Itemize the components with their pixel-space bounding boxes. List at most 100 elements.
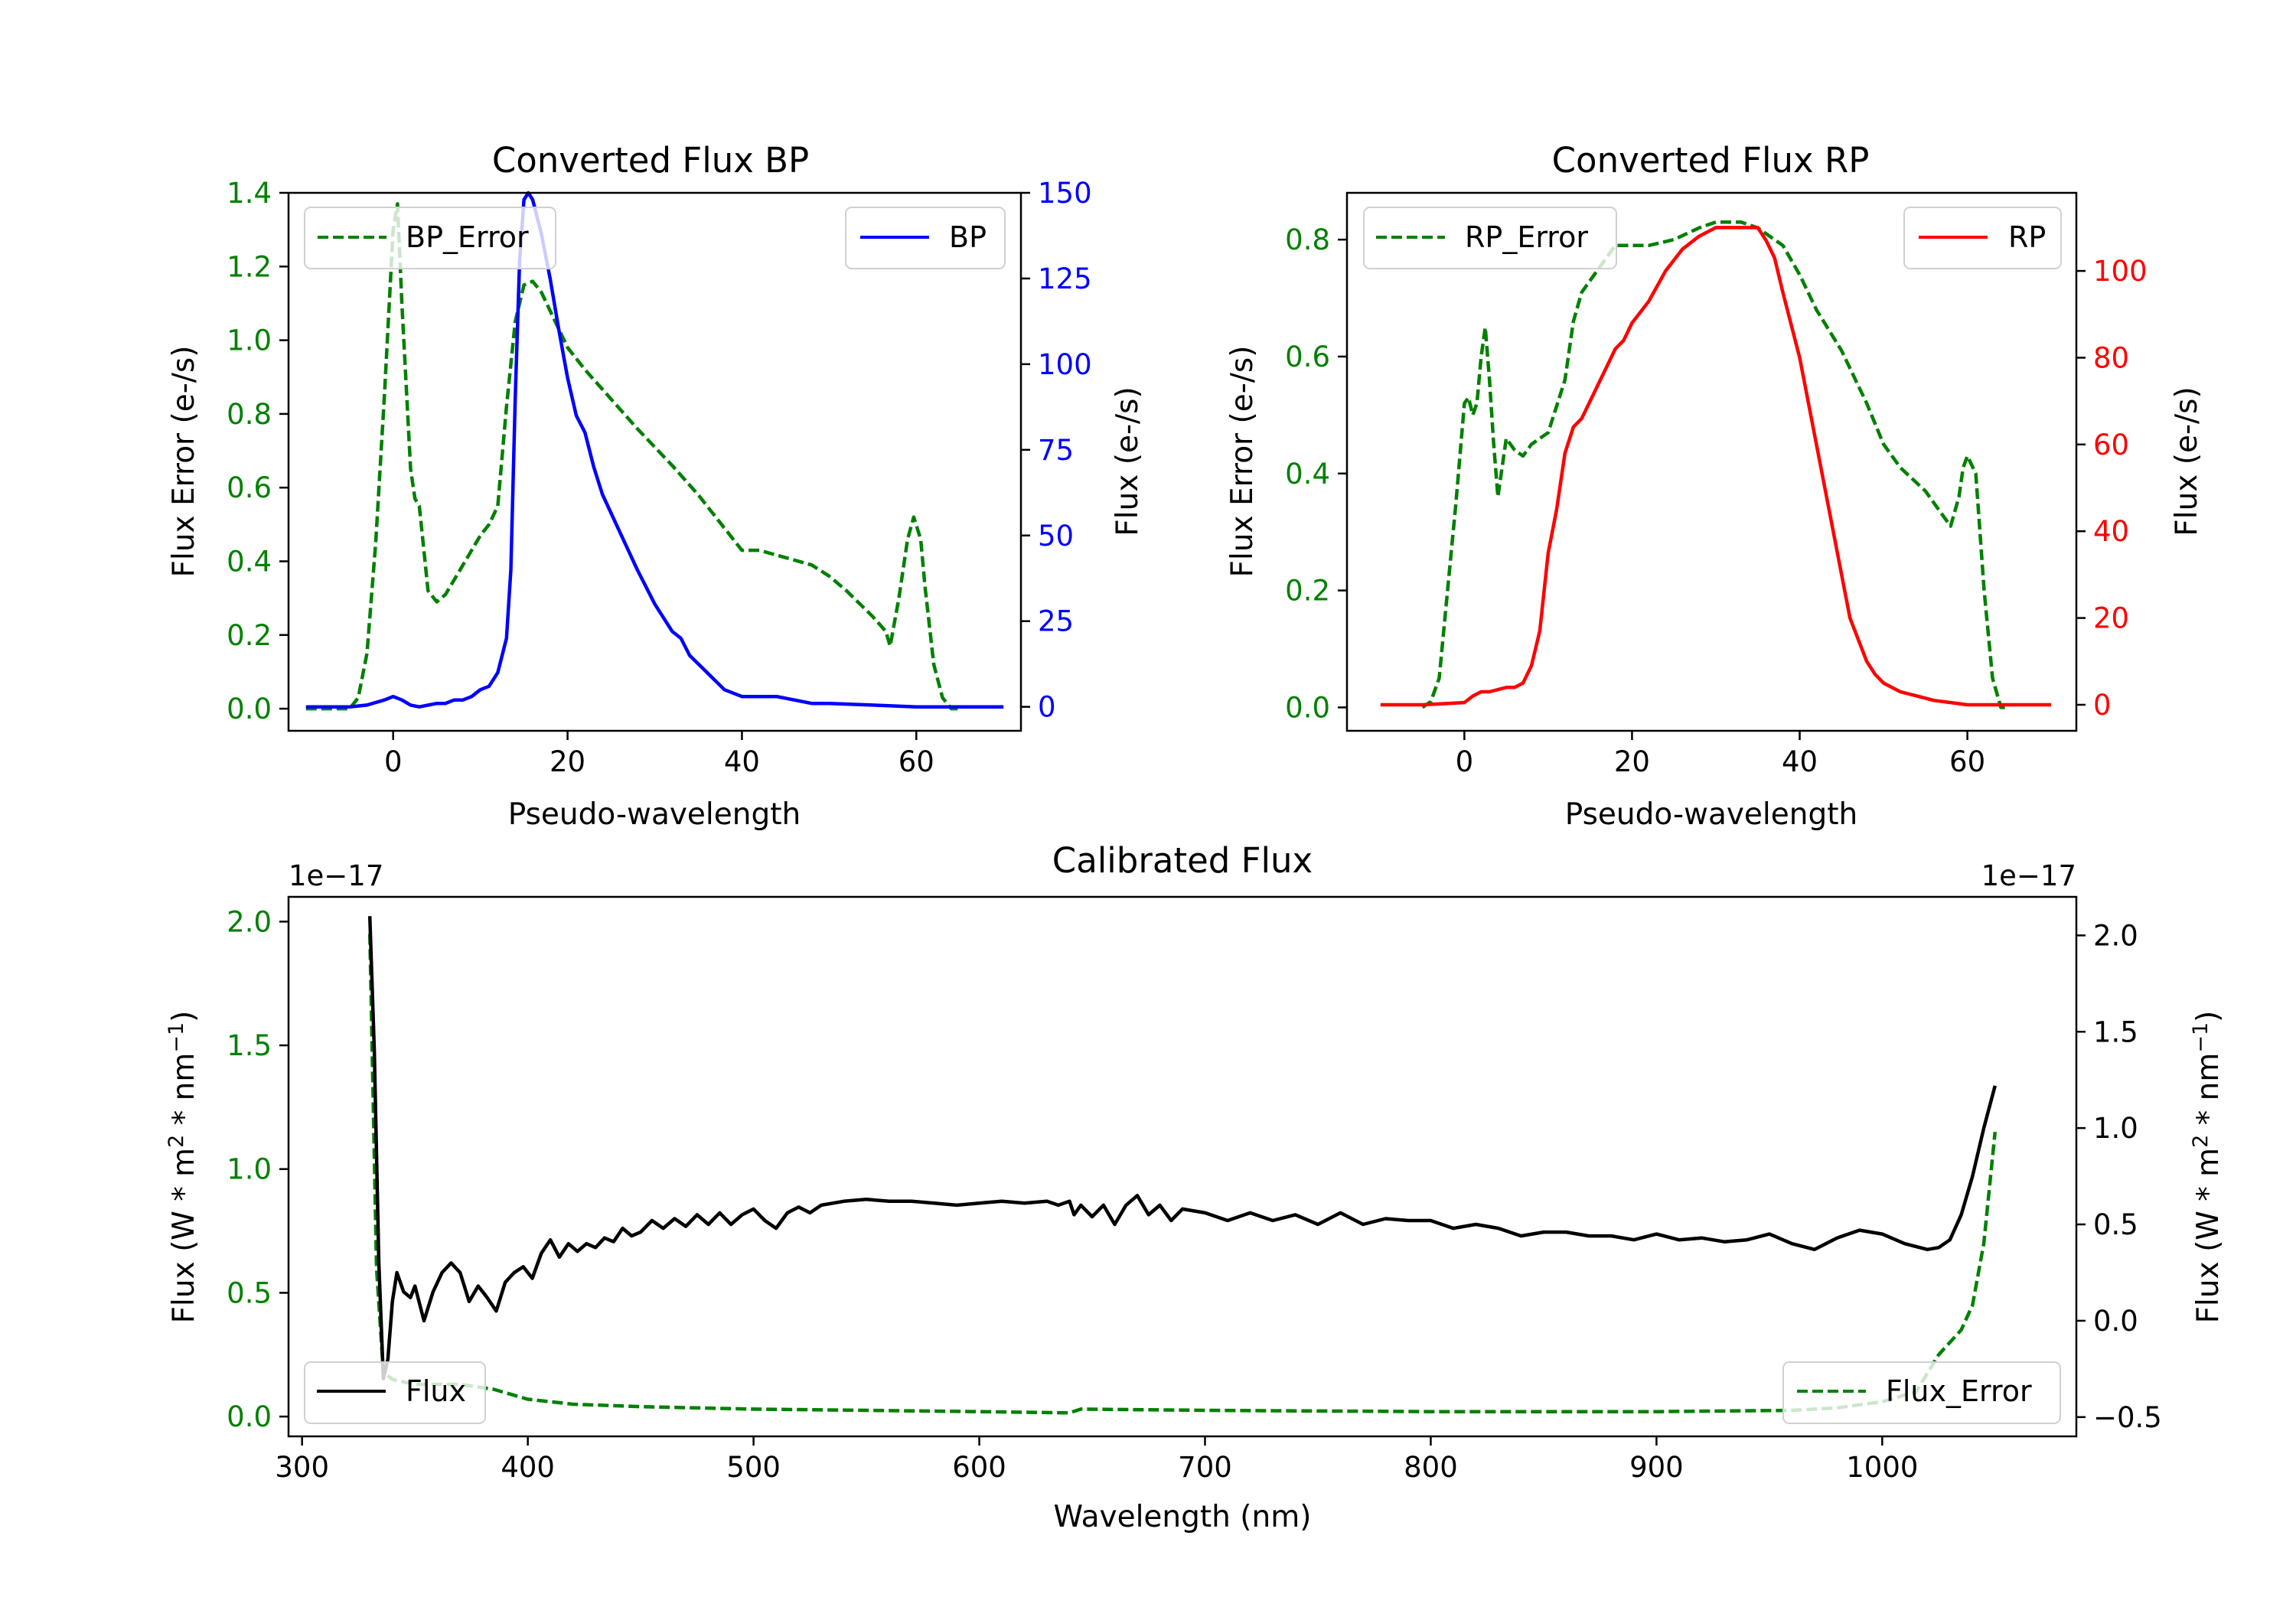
bp-left-tick-label: 0.2 [227, 619, 272, 652]
cal-left-tick-label: 1.5 [227, 1029, 272, 1062]
bp-left-ticks: 0.0 0.2 0.4 0.6 0.8 1.0 1.2 1.4 [227, 177, 289, 725]
rp-right-tick-label: 60 [2093, 429, 2129, 461]
cal-series-flux [367, 916, 1997, 1380]
rp-series-rp-error [1421, 220, 2010, 709]
calibrated-title: Calibrated Flux [1052, 840, 1313, 881]
bp-right-axis-label: Flux (e-/s) [1110, 386, 1145, 536]
cal-x-tick-label: 400 [501, 1451, 555, 1484]
flux-legend: Flux [304, 1361, 486, 1424]
rp-plot-area [1380, 220, 2052, 709]
cal-x-tick-label: 800 [1404, 1451, 1458, 1484]
calibrated-right-axis-label-mid: * nm [2191, 1053, 2226, 1135]
calibrated-panel: Calibrated Flux 300 400 500 600 700 800 900 100… [165, 840, 2226, 1534]
rp-left-tick-label: 0.4 [1285, 458, 1330, 491]
rp-right-tick-label: 80 [2093, 341, 2129, 374]
rp-left-ticks: 0.0 0.2 0.4 0.6 0.8 [1285, 223, 1347, 724]
calibrated-left-axis-label: Flux (W * m2 * nm−1) [165, 1011, 201, 1324]
rp-right-ticks: 0 20 40 60 80 100 [2076, 255, 2148, 722]
rp-axes-frame [1345, 191, 2078, 732]
bp-left-tick-label: 0.6 [227, 471, 272, 504]
bp-right-tick-label: 125 [1038, 262, 1092, 295]
bp-right-tick-label: 75 [1038, 434, 1074, 467]
rp-series-rp [1380, 226, 2052, 707]
bp-plot-area [305, 191, 1004, 711]
rp-left-tick-label: 0.2 [1285, 575, 1330, 608]
bp-x-axis-label: Pseudo-wavelength [508, 797, 801, 832]
rp-right-tick-label: 0 [2093, 689, 2112, 722]
cal-right-tick-label: 1.0 [2093, 1112, 2138, 1145]
rp-x-tick-label: 0 [1456, 745, 1474, 778]
rp-left-tick-label: 0.8 [1285, 223, 1330, 256]
bp-left-tick-label: 1.2 [227, 250, 272, 283]
cal-left-tick-label: 1.0 [227, 1153, 272, 1186]
rp-x-ticks: 0 20 40 60 [1456, 731, 1985, 778]
bp-right-ticks: 0 25 50 75 100 125 150 [1021, 177, 1092, 724]
rp-legend: RP [1903, 207, 2062, 269]
rp-left-axis-label: Flux Error (e-/s) [1225, 346, 1260, 578]
flux-error-legend: Flux_Error [1782, 1361, 2061, 1424]
cal-right-tick-label: 1.5 [2093, 1015, 2138, 1048]
bp-x-tick-label: 0 [384, 745, 403, 778]
rp-x-tick-label: 60 [1949, 745, 1985, 778]
calibrated-x-ticks: 300 400 500 600 700 800 900 1000 [275, 1436, 1918, 1484]
calibrated-left-axis-label-main: Flux (W * m [167, 1148, 201, 1324]
cal-x-tick-label: 500 [726, 1451, 781, 1484]
cal-x-tick-label: 700 [1178, 1451, 1232, 1484]
calibrated-x-axis-label: Wavelength (nm) [1054, 1500, 1312, 1534]
cal-x-tick-label: 1000 [1846, 1451, 1918, 1484]
bp-left-tick-label: 0.8 [227, 398, 272, 431]
rp-right-tick-label: 20 [2093, 602, 2129, 635]
rp-left-tick-label: 0.0 [1285, 691, 1330, 724]
cal-right-tick-label: 0.0 [2093, 1305, 2138, 1338]
bp-panel: Converted Flux BP 0 20 40 60 0.00.20.40.60.… [167, 140, 1145, 832]
bp-x-tick-label: 20 [550, 745, 585, 778]
bp-right-tick-label: 150 [1038, 177, 1092, 210]
calibrated-plot-area [367, 916, 1998, 1415]
bp-error-legend-label: BP_Error [406, 220, 529, 254]
rp-x-axis-label: Pseudo-wavelength [1565, 797, 1857, 832]
rp-right-tick-label: 100 [2093, 255, 2148, 288]
calibrated-axes-frame [287, 895, 2078, 1438]
calibrated-left-axis-label-mid: * nm [167, 1053, 201, 1135]
bp-left-tick-label: 1.4 [227, 177, 272, 210]
calibrated-left-ticks: 0.0 0.5 1.0 1.5 2.0 [227, 905, 289, 1433]
bp-series-bp-error [305, 202, 960, 711]
rp-error-legend: RP_Error [1363, 207, 1617, 269]
bp-right-tick-label: 100 [1038, 348, 1092, 381]
calibrated-left-axis-label-exp2: −1 [165, 1022, 188, 1053]
calibrated-left-axis-label-end: ) [167, 1011, 201, 1022]
bp-right-tick-label: 25 [1038, 605, 1074, 638]
bp-title: Converted Flux BP [492, 140, 809, 181]
bp-left-tick-label: 0.4 [227, 546, 272, 579]
calibrated-right-ticks: −0.5 0.0 0.5 1.0 1.5 2.0 [2076, 919, 2162, 1434]
bp-error-legend: BP_Error [304, 207, 556, 269]
calibrated-right-axis-label-end: ) [2191, 1011, 2226, 1022]
calibrated-left-axis-label-exp1: 2 [165, 1135, 188, 1148]
rp-panel: Converted Flux RP 0 20 40 60 0.00.20.40.60.… [1225, 140, 2204, 832]
rp-right-tick-label: 40 [2093, 515, 2129, 548]
bp-legend: BP [845, 207, 1006, 269]
cal-right-tick-label: 2.0 [2093, 919, 2138, 952]
cal-left-tick-label: 0.0 [227, 1400, 272, 1433]
rp-right-axis-label: Flux (e-/s) [2170, 386, 2204, 536]
cal-x-tick-label: 900 [1629, 1451, 1684, 1484]
calibrated-right-offset: 1e−17 [1981, 859, 2076, 892]
calibrated-right-axis-label-exp1: 2 [2189, 1135, 2213, 1148]
bp-x-tick-label: 60 [899, 745, 934, 778]
flux-error-legend-label: Flux_Error [1886, 1374, 2032, 1408]
bp-axes-frame [287, 191, 1022, 732]
cal-right-tick-label: −0.5 [2093, 1401, 2162, 1434]
calibrated-right-axis-label: Flux (W * m2 * nm−1) [2189, 1011, 2226, 1324]
bp-legend-label: BP [949, 220, 987, 254]
bp-right-tick-label: 0 [1038, 691, 1056, 724]
cal-x-tick-label: 300 [275, 1451, 329, 1484]
cal-x-tick-label: 600 [952, 1451, 1006, 1484]
calibrated-left-offset: 1e−17 [289, 859, 383, 892]
cal-left-tick-label: 0.5 [227, 1276, 272, 1309]
rp-title: Converted Flux RP [1552, 140, 1870, 181]
rp-x-tick-label: 20 [1614, 745, 1650, 778]
rp-error-legend-label: RP_Error [1465, 220, 1588, 254]
rp-x-tick-label: 40 [1782, 745, 1818, 778]
bp-left-tick-label: 1.0 [227, 324, 272, 357]
